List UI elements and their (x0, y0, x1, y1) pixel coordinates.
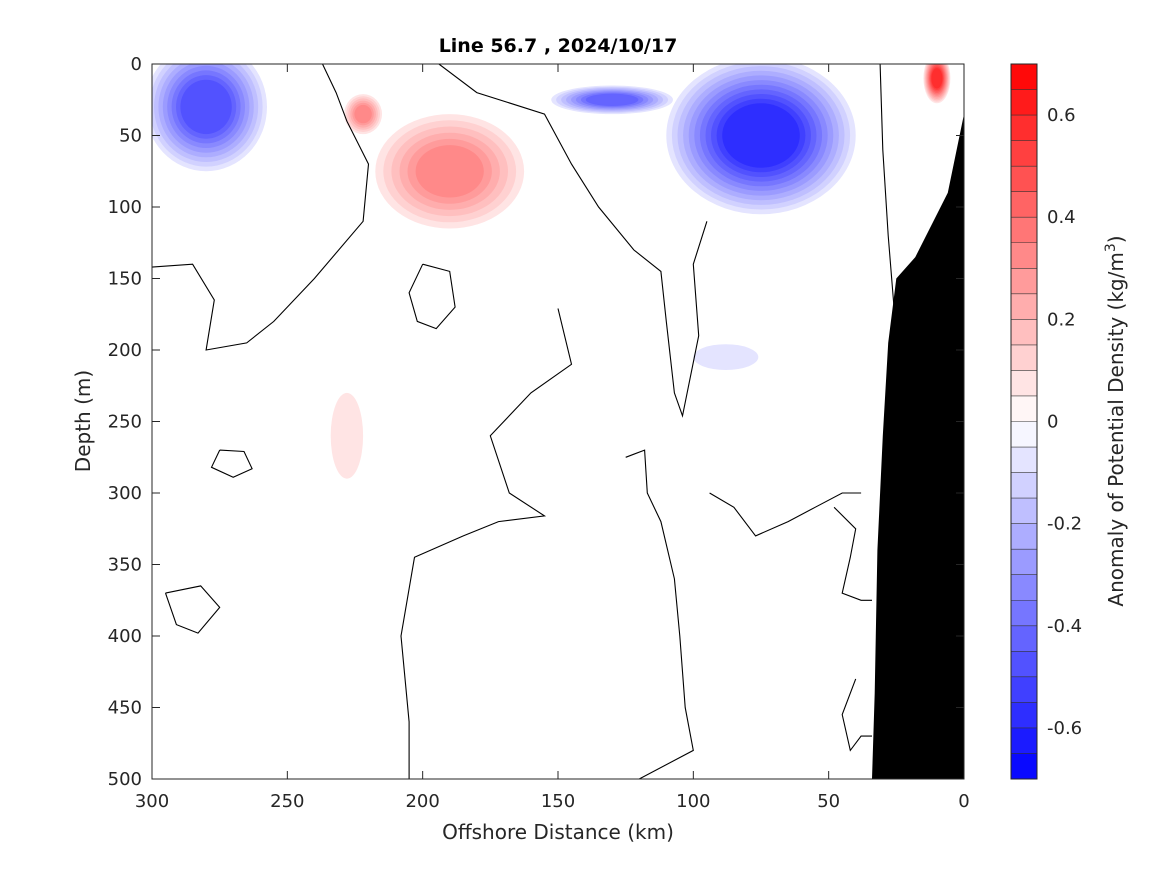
zero-contours (152, 64, 964, 779)
colorbar-segment (1011, 727, 1037, 754)
anomaly-band (931, 68, 943, 89)
anomaly-offshore-negative (152, 64, 267, 172)
colorbar-segment (1011, 115, 1037, 141)
anomaly-band (693, 344, 759, 370)
colorbar-segment (1011, 140, 1037, 167)
colorbar-segment (1011, 753, 1037, 780)
colorbar-segment (1011, 319, 1037, 346)
contour-line (408, 263, 456, 330)
anomaly-band (415, 145, 484, 198)
x-axis-label: Offshore Distance (km) (442, 820, 674, 844)
x-tick-label: 250 (270, 791, 304, 812)
colorbar-tick-label: 0 (1047, 412, 1058, 433)
anomaly-nearshore-negative (666, 64, 856, 215)
anomaly-deep-negative-patch (693, 344, 759, 370)
colorbar-segment (1011, 523, 1037, 550)
colorbar-tick-label: 0.6 (1047, 105, 1076, 126)
anomaly-band (585, 93, 639, 107)
colorbar-segment (1011, 370, 1037, 397)
colorbar-segment (1011, 395, 1037, 422)
seafloor-bathymetry (872, 114, 964, 779)
x-tick-label: 300 (135, 791, 169, 812)
colorbar-label: Anomaly of Potential Density (kg/m3) (1103, 235, 1128, 606)
y-tick-label: 150 (108, 269, 142, 290)
contour-line (833, 506, 872, 601)
colorbar-tick-label: -0.4 (1047, 616, 1082, 637)
anomaly-band (722, 103, 800, 168)
colorbar-tick-label: -0.6 (1047, 718, 1082, 739)
y-axis: 0 50 100 150 200 250 300 350 400 450 500 (108, 54, 964, 790)
colorbar-segment (1011, 242, 1037, 269)
colorbar-segment (1011, 600, 1037, 627)
anomaly-coastal-positive (923, 64, 951, 104)
y-tick-label: 450 (108, 698, 142, 719)
colorbar-segment (1011, 166, 1037, 192)
contour-line (438, 64, 708, 418)
anomaly-positive-plume (344, 94, 382, 135)
y-tick-label: 300 (108, 483, 142, 504)
colorbar-segment (1011, 421, 1037, 448)
y-axis-label: Depth (m) (71, 370, 95, 472)
anomaly-surface-negative-strip (551, 85, 673, 115)
colorbar-frame (1010, 63, 1038, 780)
anomaly-band (354, 104, 372, 124)
colorbar-segment (1011, 89, 1037, 116)
colorbar-segment (1011, 625, 1037, 652)
contour-line (210, 449, 253, 478)
x-tick-label: 200 (405, 791, 439, 812)
x-tick-label: 150 (541, 791, 575, 812)
colorbar-segment (1011, 191, 1037, 218)
y-tick-label: 500 (108, 769, 142, 790)
anomaly-deep-positive-tongue (330, 392, 364, 479)
chart-title: Line 56.7 , 2024/10/17 (439, 35, 678, 57)
x-tick-label: 0 (958, 791, 969, 812)
contour-line (400, 308, 573, 779)
contour-line (841, 678, 872, 752)
colorbar-tick-label: -0.2 (1047, 514, 1082, 535)
anomaly-mid-positive (375, 114, 525, 229)
contour-line (152, 64, 370, 351)
colorbar-segment (1011, 651, 1037, 678)
contour-line (709, 492, 862, 537)
colorbar-segment (1011, 702, 1037, 729)
colorbar-segment (1011, 447, 1037, 473)
y-tick-label: 200 (108, 340, 142, 361)
colorbar-segment (1011, 498, 1037, 524)
heatmap-field (152, 64, 951, 479)
x-axis: 300 250 200 150 100 50 0 (135, 64, 970, 812)
colorbar-tick-label: 0.2 (1047, 309, 1076, 330)
y-tick-label: 250 (108, 412, 142, 433)
colorbar-segment (1011, 472, 1037, 499)
anomaly-band (330, 392, 364, 479)
colorbar-tick-label: 0.4 (1047, 207, 1076, 228)
y-tick-label: 0 (131, 54, 142, 75)
colorbar-segment (1011, 676, 1037, 703)
colorbar: -0.6 -0.4 -0.2 0 0.2 0.4 0.6 (1010, 63, 1082, 780)
seafloor-shape (872, 114, 964, 779)
colorbar-segment (1011, 293, 1037, 320)
y-tick-label: 50 (119, 126, 142, 147)
y-tick-label: 100 (108, 197, 142, 218)
colorbar-segment (1011, 344, 1037, 371)
colorbar-segment (1011, 64, 1037, 90)
x-tick-label: 50 (817, 791, 840, 812)
y-tick-label: 350 (108, 555, 142, 576)
colorbar-segment (1011, 574, 1037, 601)
contour-line (625, 449, 694, 779)
colorbar-segment (1011, 268, 1037, 295)
x-tick-label: 100 (676, 791, 710, 812)
contour-line (164, 585, 221, 634)
anomaly-band (180, 79, 232, 135)
colorbar-segment (1011, 217, 1037, 244)
colorbar-segment (1011, 549, 1037, 576)
y-tick-label: 400 (108, 626, 142, 647)
